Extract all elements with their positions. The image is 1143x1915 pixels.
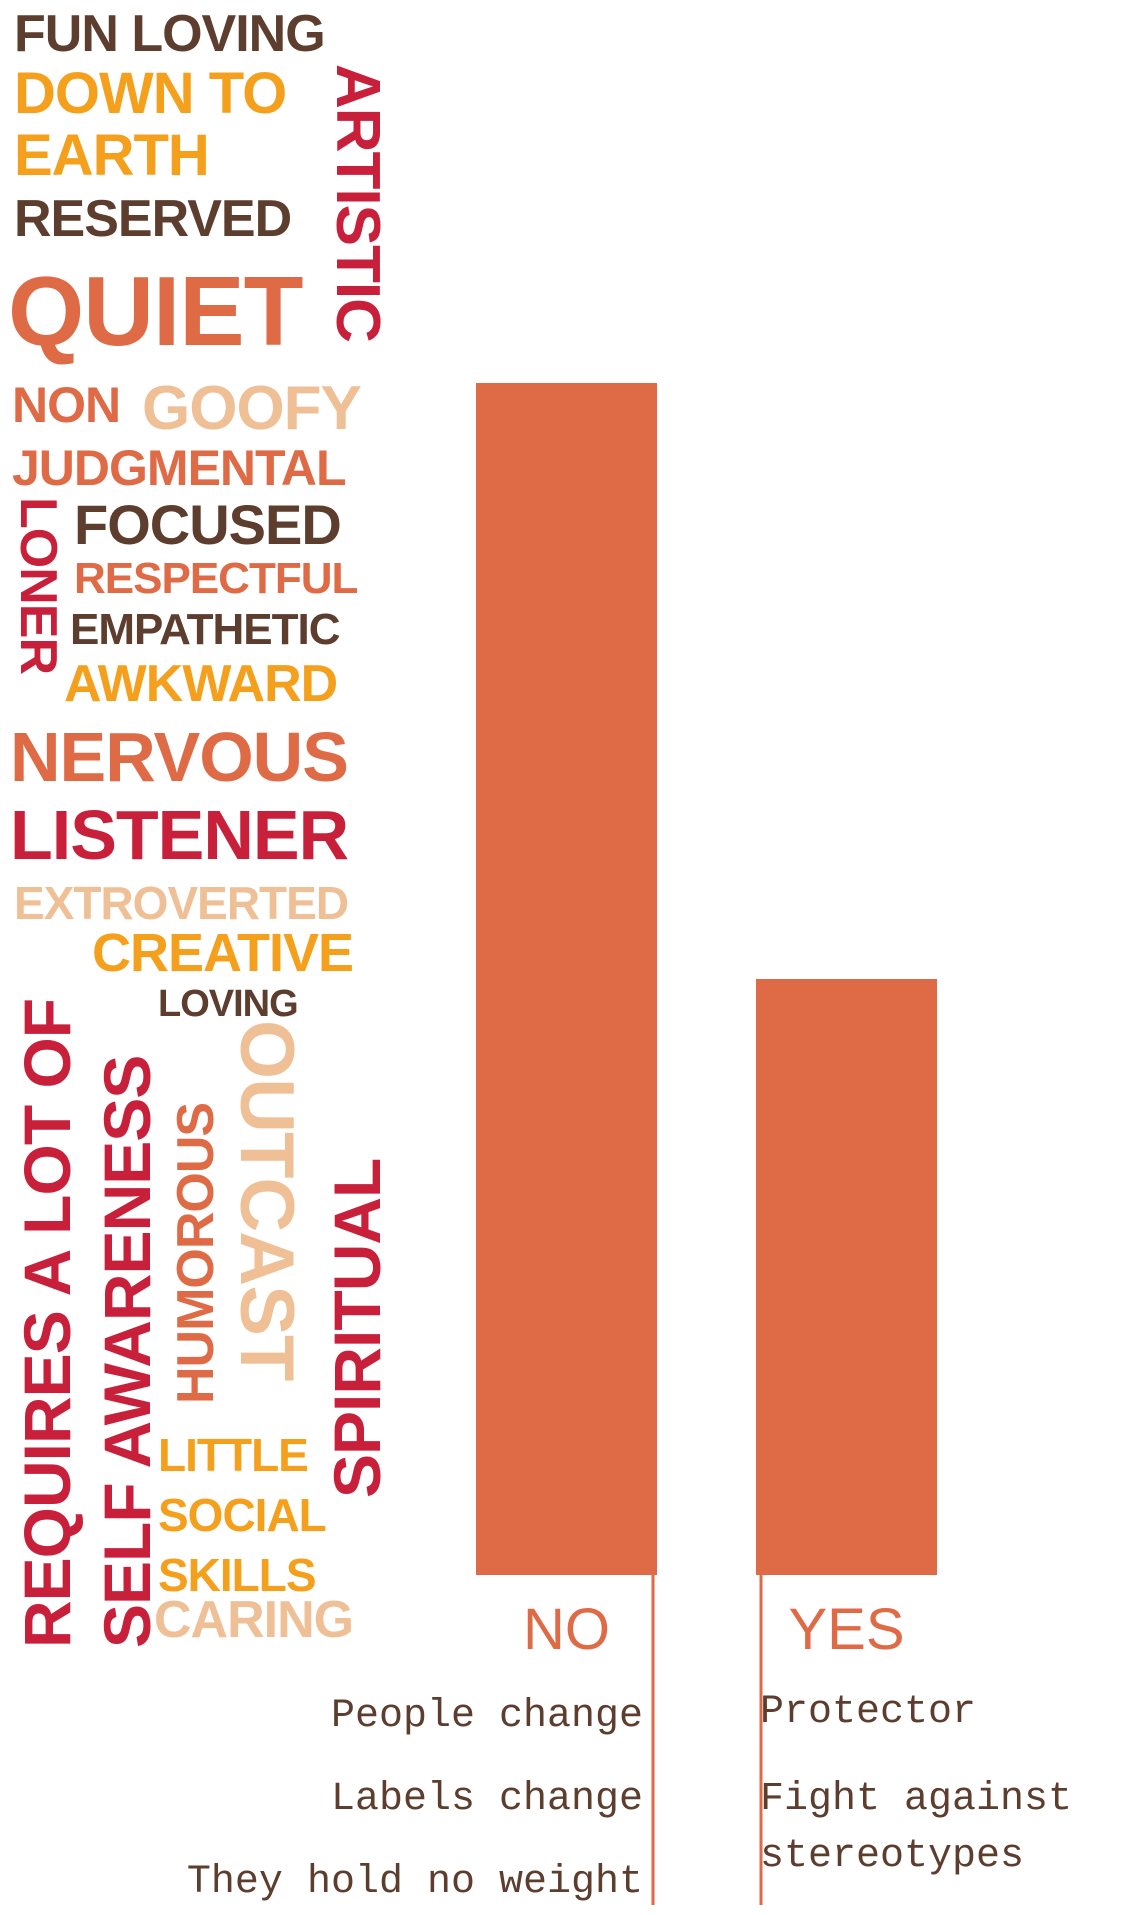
bar-yes — [756, 979, 937, 1575]
word-skills: SKILLS — [158, 1549, 317, 1601]
word-extroverted: EXTROVERTED — [14, 877, 349, 929]
word-creative: CREATIVE — [92, 923, 354, 983]
category-label-no: NO — [523, 1597, 610, 1662]
annotation-no-3: They hold no weight — [186, 1860, 643, 1905]
annotation-yes-2: Fight against — [760, 1777, 1073, 1822]
word-listener: LISTENER — [10, 796, 349, 874]
word-empathetic: EMPATHETIC — [70, 605, 340, 654]
word-earth: EARTH — [14, 123, 210, 188]
word-loving: LOVING — [158, 983, 299, 1025]
annotation-no-1: People change — [330, 1694, 643, 1739]
category-label-yes: YES — [788, 1597, 904, 1662]
annotation-yes-3: stereotypes — [760, 1834, 1025, 1879]
word-respectful: RESPECTFUL — [74, 554, 358, 603]
word-down-to: DOWN TO — [14, 61, 287, 126]
word-judgmental: JUDGMENTAL — [12, 440, 347, 496]
word-goofy: GOOFY — [142, 374, 362, 443]
word-reserved: RESERVED — [14, 190, 292, 248]
word-non: NON — [12, 377, 121, 433]
word-little: LITTLE — [158, 1429, 309, 1481]
word-fun-loving: FUN LOVING — [14, 5, 326, 63]
word-social: SOCIAL — [158, 1489, 327, 1541]
word-awkward: AWKWARD — [64, 655, 338, 713]
word-focused: FOCUSED — [74, 493, 342, 556]
word-caring: CARING — [154, 1591, 354, 1649]
bar-no — [476, 383, 657, 1575]
word-quiet: QUIET — [8, 256, 303, 366]
annotation-no-2: Labels change — [330, 1777, 643, 1822]
word-nervous: NERVOUS — [10, 718, 349, 796]
annotation-yes-1: Protector — [760, 1690, 977, 1735]
